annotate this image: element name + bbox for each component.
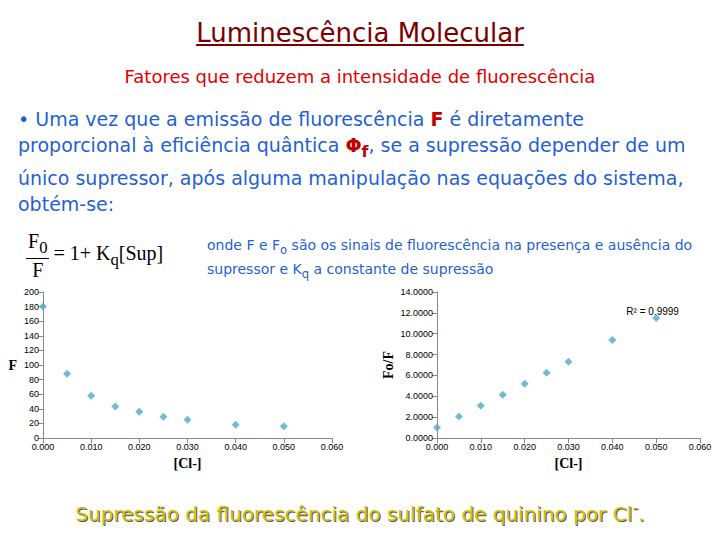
svg-text:0.040: 0.040 [224, 442, 247, 452]
svg-text:0.000: 0.000 [426, 442, 449, 452]
svg-text:160: 160 [24, 316, 39, 326]
svg-text:0.020: 0.020 [513, 442, 536, 452]
svg-text:0.050: 0.050 [645, 442, 668, 452]
html-text:= 1+ Kq[Sup]: = 1+ Kq[Sup] [53, 242, 164, 269]
svg-text:140: 140 [24, 331, 39, 341]
svg-text:14.0000: 14.0000 [400, 287, 433, 297]
svg-text:6.0000: 6.0000 [405, 370, 433, 380]
html-text:F: F [32, 259, 44, 281]
svg-text:200: 200 [24, 287, 39, 297]
svg-text:F: F [8, 358, 17, 373]
svg-text:10.0000: 10.0000 [400, 329, 433, 339]
svg-text:0.060: 0.060 [321, 442, 344, 452]
svg-text:8.0000: 8.0000 [405, 350, 433, 360]
html-text:• Uma vez que a emissão de flu: • Uma vez que a emissão de fluorescência… [18, 108, 686, 215]
svg-text:[Cl-]: [Cl-] [555, 456, 583, 471]
html-text:Luminescência Molecular: Luminescência Molecular [196, 18, 524, 48]
svg-text:80: 80 [29, 375, 39, 385]
svg-text:4.0000: 4.0000 [405, 391, 433, 401]
html-text:Fatores que reduzem a intensid: Fatores que reduzem a intensidade de flu… [124, 66, 596, 87]
svg-text:180: 180 [24, 302, 39, 312]
svg-text:2.0000: 2.0000 [405, 412, 433, 422]
svg-text:0.010: 0.010 [470, 442, 493, 452]
svg-text:0.0000: 0.0000 [405, 433, 433, 443]
svg-text:[Cl-]: [Cl-] [174, 456, 202, 471]
svg-text:Fo/F: Fo/F [381, 351, 396, 379]
svg-text:20: 20 [29, 418, 39, 428]
svg-text:60: 60 [29, 389, 39, 399]
svg-text:0.000: 0.000 [32, 442, 55, 452]
html-text:Supressão da fluorescência do: Supressão da fluorescência do sulfato de… [75, 498, 645, 526]
svg-text:0.060: 0.060 [689, 442, 712, 452]
svg-text:0.040: 0.040 [601, 442, 624, 452]
svg-text:120: 120 [24, 345, 39, 355]
svg-text:40: 40 [29, 404, 39, 414]
svg-text:0.050: 0.050 [273, 442, 296, 452]
svg-text:0.020: 0.020 [128, 442, 151, 452]
svg-text:100: 100 [24, 360, 39, 370]
svg-text:12.0000: 12.0000 [400, 308, 433, 318]
svg-text:0.030: 0.030 [176, 442, 199, 452]
svg-text:0: 0 [34, 433, 39, 443]
html-text:F0: F0 [28, 230, 48, 257]
svg-text:0.030: 0.030 [557, 442, 580, 452]
svg-text:0.010: 0.010 [80, 442, 103, 452]
svg-text:R² = 0.9999: R² = 0.9999 [626, 306, 679, 317]
html-text:onde F e Fosão os sinais de fl: onde F e Fosão os sinais de fluorescênci… [207, 237, 693, 281]
